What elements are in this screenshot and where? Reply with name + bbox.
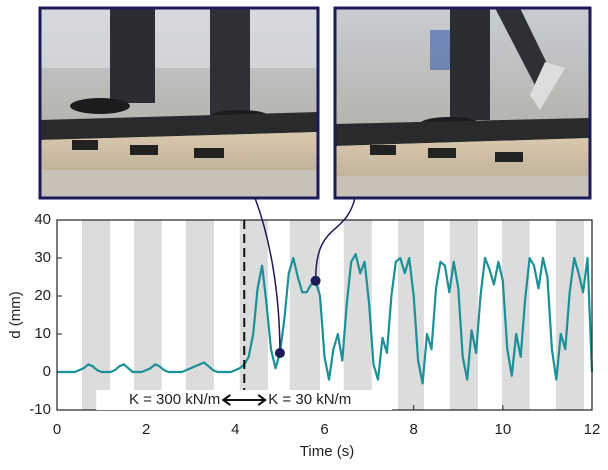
highlight-point <box>274 348 285 358</box>
annotation-right: K = 30 kN/m <box>268 391 351 408</box>
x-tick-label: 0 <box>53 421 61 438</box>
arrow <box>221 394 267 406</box>
x-tick-label: 4 <box>231 421 239 438</box>
y-tick-label: 20 <box>34 287 51 304</box>
x-tick-label: 6 <box>320 421 328 438</box>
x-tick-label: 2 <box>142 421 150 438</box>
annotation-left: K = 300 kN/m <box>129 391 220 408</box>
y-tick-label: 10 <box>34 325 51 342</box>
data-line <box>57 253 594 385</box>
x-axis-label: Time (s) <box>300 443 354 460</box>
stance-band <box>343 220 372 410</box>
x-tick-label: 8 <box>409 421 417 438</box>
x-tick-label: 10 <box>494 421 511 438</box>
y-tick-label: 40 <box>34 211 51 228</box>
y-tick-label: -10 <box>29 401 51 418</box>
callout-line <box>254 197 281 354</box>
y-tick-label: 0 <box>43 363 51 380</box>
photo-right <box>333 6 592 200</box>
stance-band <box>289 220 321 410</box>
stance-band <box>555 220 584 410</box>
x-tick-label: 12 <box>584 421 601 438</box>
stance-band <box>398 220 424 410</box>
callout-line <box>314 197 356 281</box>
highlight-point <box>310 275 321 286</box>
stance-band <box>134 220 162 410</box>
stance-band <box>449 220 478 410</box>
stance-band <box>185 220 214 410</box>
y-tick-label: 30 <box>34 249 51 266</box>
photo-left <box>38 6 320 200</box>
y-axis-label: d (mm) <box>7 291 24 339</box>
stance-band <box>81 220 111 410</box>
